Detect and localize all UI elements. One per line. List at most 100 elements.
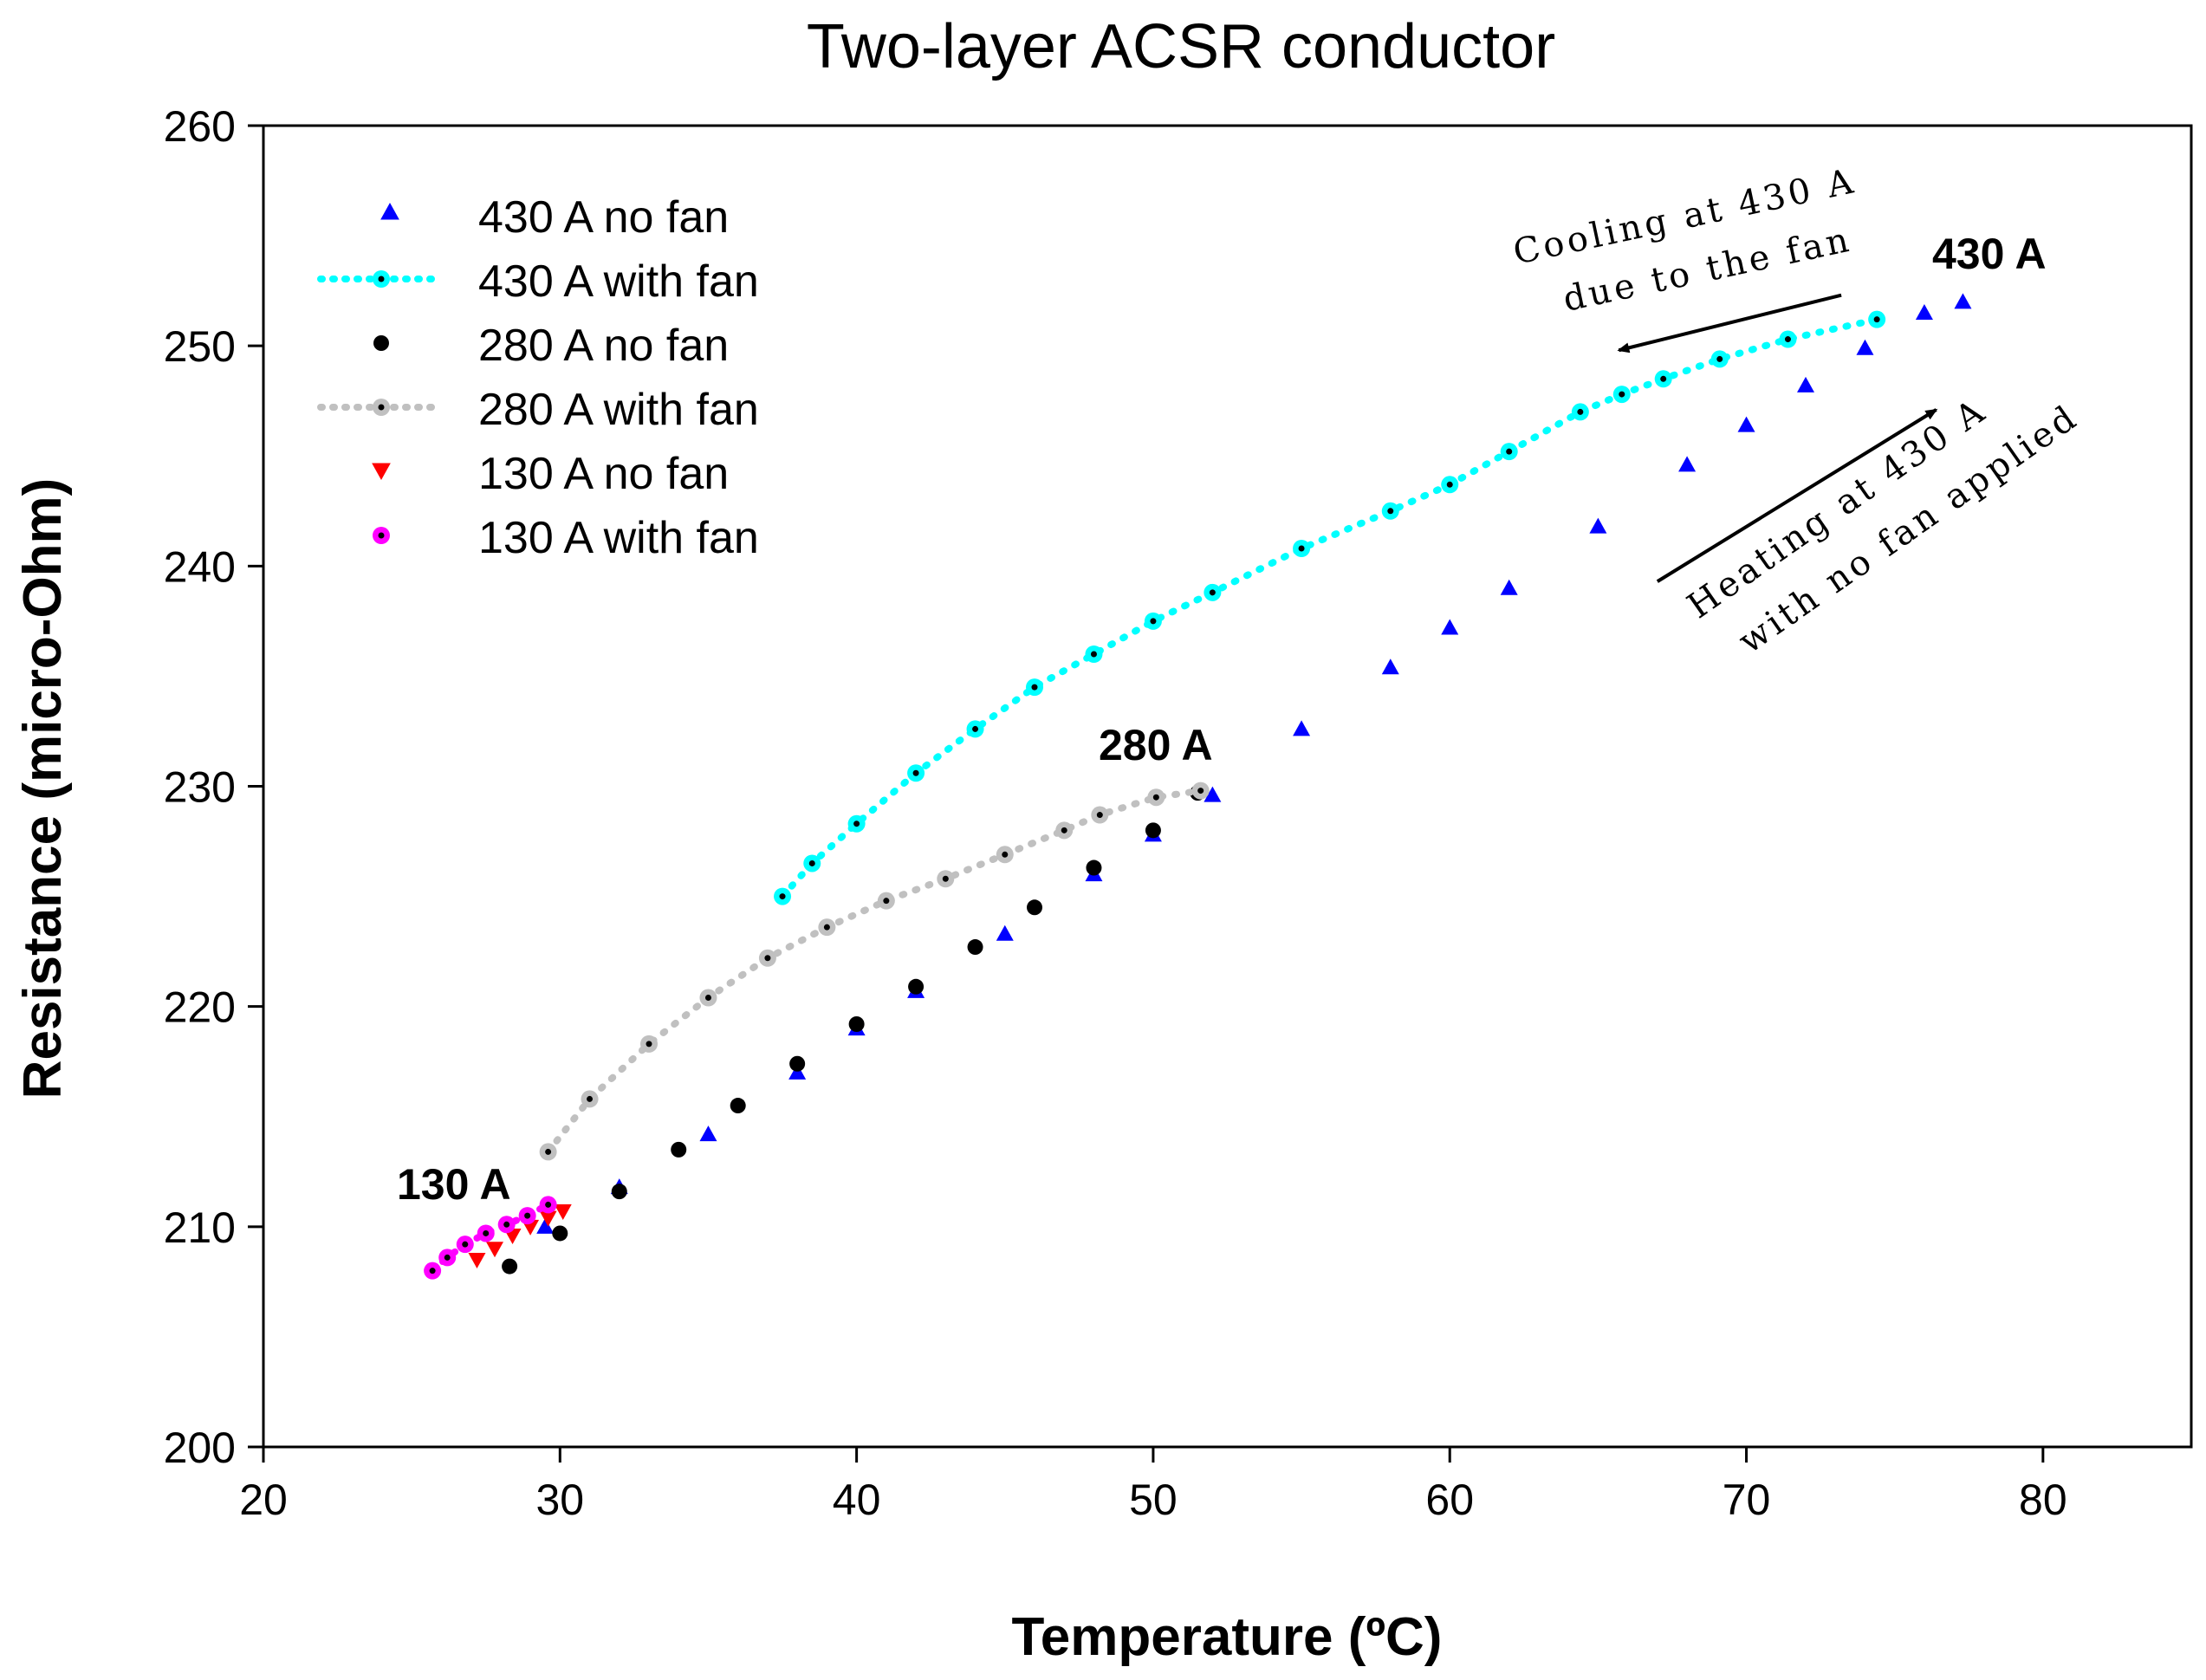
legend-label-130a-no-fan: 130 A no fan [478, 449, 729, 499]
legend-entry-430a-with-fan: 430 A with fan [317, 256, 759, 307]
point-dot [1660, 375, 1667, 382]
data-point [937, 870, 955, 888]
point-dot [524, 1212, 531, 1219]
y-tick-label-250: 250 [164, 322, 236, 371]
legend-marker-dot-130a-with-fan [378, 532, 385, 539]
series-280-a-with-fan [539, 782, 1210, 1161]
y-tick-label-260: 260 [164, 102, 236, 151]
data-point [1500, 579, 1518, 595]
point-dot [808, 859, 815, 866]
point-dot [1096, 812, 1103, 819]
data-point [1086, 859, 1102, 876]
point-dot [1387, 508, 1394, 515]
legend-label-280a-with-fan: 280 A with fan [478, 385, 759, 435]
data-point [1381, 502, 1399, 520]
data-point [1612, 386, 1631, 404]
data-point [1091, 806, 1109, 824]
x-tick-label-50: 50 [1129, 1476, 1178, 1524]
point-dot [972, 725, 979, 732]
data-point [730, 1098, 746, 1114]
point-dot [1873, 316, 1880, 323]
point-dot [1152, 794, 1159, 801]
data-point [967, 939, 983, 956]
legend-marker-280a-no-fan [373, 335, 389, 351]
data-point [1678, 456, 1697, 472]
point-dot [1209, 589, 1216, 596]
data-point [1145, 822, 1161, 839]
data-point [581, 1090, 599, 1108]
legend-entry-430a-no-fan: 430 A no fan [380, 192, 729, 243]
series-130-a-no-fan [468, 1204, 572, 1268]
point-dot [462, 1241, 469, 1248]
point-dot [1446, 481, 1453, 488]
x-tick-label-20: 20 [239, 1476, 288, 1524]
point-dot [779, 893, 786, 900]
data-point [456, 1236, 474, 1254]
data-point [1710, 350, 1729, 368]
data-point [1779, 330, 1797, 348]
legend-marker-dot-280a-with-fan [378, 404, 385, 411]
point-dot [1061, 827, 1067, 834]
point-dot [429, 1268, 436, 1275]
data-point [996, 924, 1014, 941]
legend-entry-130a-no-fan: 130 A no fan [372, 449, 729, 499]
legend-label-430a-with-fan: 430 A with fan [478, 256, 759, 307]
legend-entry-280a-no-fan: 280 A no fan [373, 321, 729, 371]
data-point [438, 1249, 457, 1267]
series-280-a-no-fan [502, 785, 1206, 1275]
series-130-a-with-fan [424, 1196, 557, 1280]
series-430-a-with-fan [774, 310, 1886, 905]
legend-label-280a-no-fan: 280 A no fan [478, 321, 729, 371]
chart-title: Two-layer ACSR conductor [807, 12, 1555, 81]
legend-entry-130a-with-fan: 130 A with fan [373, 513, 759, 563]
data-point [486, 1242, 503, 1258]
point-dot [1197, 788, 1204, 795]
y-tick-label-240: 240 [164, 542, 236, 591]
x-tick-label-40: 40 [833, 1476, 881, 1524]
data-point [1293, 540, 1311, 557]
data-point [1293, 720, 1311, 736]
point-dot [1298, 545, 1305, 552]
data-point [539, 1196, 557, 1214]
data-point [789, 1055, 806, 1072]
point-dot [1619, 391, 1625, 398]
y-axis-label: Resistance (micro-Ohm) [13, 478, 73, 1099]
point-dot [545, 1148, 552, 1155]
heating-note: Heating at 430 A with no fan applied [1656, 390, 2086, 662]
point-dot [853, 821, 860, 827]
legend-label-430a-no-fan: 430 A no fan [478, 192, 729, 243]
data-point [847, 814, 866, 833]
point-dot [1150, 618, 1157, 625]
data-point [788, 1063, 807, 1080]
y-axis-ticks: 200 210 220 230 240 250 260 [164, 102, 263, 1472]
data-point [1654, 370, 1672, 388]
data-point [640, 1035, 658, 1053]
point-dot [1090, 651, 1097, 658]
data-point [803, 854, 821, 872]
point-dot [883, 898, 890, 905]
point-dot [545, 1201, 552, 1208]
data-point [1868, 310, 1886, 328]
data-point [1147, 788, 1165, 807]
data-point [1204, 583, 1222, 601]
data-point [699, 1125, 717, 1142]
point-dot [1716, 355, 1723, 362]
data-point [1027, 899, 1042, 916]
x-tick-label-70: 70 [1723, 1476, 1771, 1524]
point-dot [1002, 851, 1009, 858]
y-tick-label-200: 200 [164, 1424, 236, 1472]
data-point [1191, 782, 1210, 800]
point-dot [823, 924, 830, 931]
data-point [907, 764, 925, 782]
data-point [699, 989, 717, 1007]
data-point [774, 887, 792, 905]
annotation-280a: 280 A [1099, 721, 1213, 769]
data-point [611, 1184, 627, 1200]
annotation-430a: 430 A [1932, 230, 2047, 278]
x-axis-ticks: 20 30 40 50 60 70 80 [239, 1447, 2067, 1524]
data-point [424, 1262, 442, 1280]
data-point [1144, 612, 1162, 630]
data-point [468, 1252, 486, 1268]
data-point [1589, 517, 1607, 534]
series-layer [424, 293, 1972, 1280]
